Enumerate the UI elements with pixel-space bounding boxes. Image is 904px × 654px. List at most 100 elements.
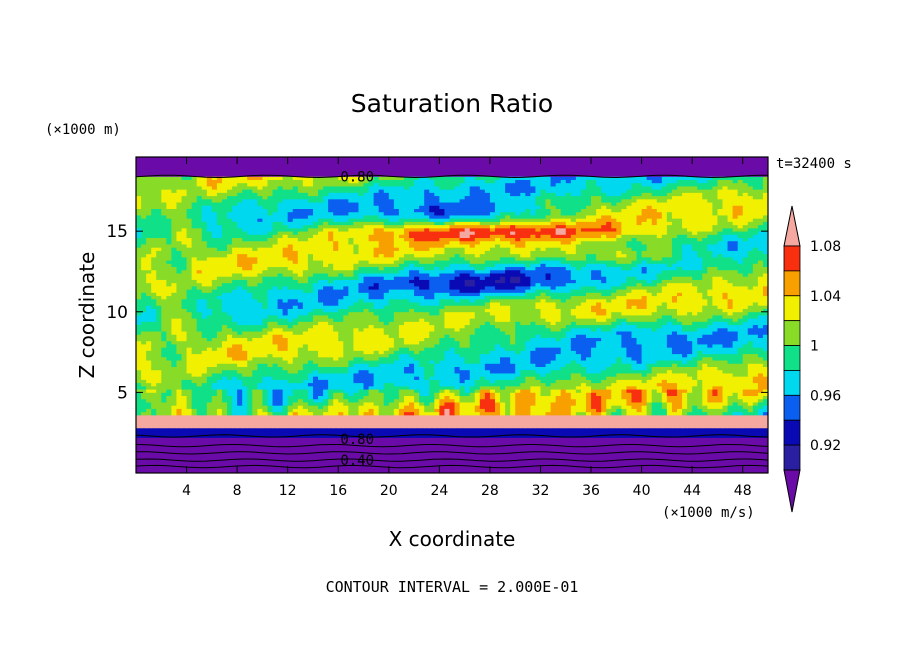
field-cell [201, 414, 208, 419]
field-cell [333, 411, 339, 416]
field-cell [398, 440, 405, 445]
field-cell [601, 389, 607, 393]
field-cell [161, 360, 167, 364]
field-cell [596, 421, 602, 426]
field-cell [333, 347, 339, 351]
field-cell [201, 389, 208, 393]
field-cell [454, 373, 460, 377]
field-cell [216, 385, 223, 390]
field-cell [282, 414, 289, 419]
field-cell [267, 421, 273, 426]
field-cell [515, 398, 521, 403]
field-cell [520, 424, 526, 429]
field-cell [424, 411, 430, 416]
field-cell [717, 369, 723, 374]
field-cell [575, 373, 582, 377]
field-cell [156, 447, 162, 451]
field-cell [570, 466, 577, 471]
field-cell [363, 369, 369, 374]
field-cell [348, 466, 354, 471]
field-cell [378, 418, 385, 422]
field-cell [247, 395, 253, 400]
field-cell [424, 385, 430, 390]
field-cell [429, 414, 435, 419]
field-cell [565, 363, 572, 367]
field-cell [221, 421, 228, 426]
field-cell [151, 373, 157, 377]
field-cell [403, 385, 410, 390]
field-cell [555, 408, 562, 413]
field-cell [449, 347, 455, 351]
field-cell [722, 460, 728, 464]
field-cell [626, 447, 632, 451]
field-cell [232, 431, 238, 435]
field-cell [434, 466, 440, 471]
field-cell [201, 347, 208, 351]
field-cell [525, 376, 531, 380]
field-cell [692, 469, 698, 473]
field-cell [727, 366, 734, 371]
field-cell [318, 382, 324, 387]
field-cell [237, 405, 243, 409]
field-cell [262, 437, 268, 442]
field-cell [631, 344, 637, 348]
field-cell [494, 402, 501, 406]
field-cell [151, 411, 157, 416]
field-cell [459, 437, 466, 442]
field-cell [540, 369, 546, 374]
field-cell [272, 408, 278, 413]
field-cell [206, 453, 213, 458]
field-cell [575, 379, 582, 384]
field-cell [302, 363, 309, 367]
field-cell [186, 382, 193, 387]
field-cell [585, 392, 592, 397]
field-cell [671, 466, 678, 471]
field-cell [575, 443, 582, 448]
field-cell [666, 453, 673, 458]
field-cell [469, 360, 476, 364]
field-cell [671, 469, 678, 473]
field-cell [449, 382, 455, 387]
field-cell [505, 379, 511, 384]
field-cell [616, 350, 622, 355]
field-cell [661, 460, 668, 464]
field-cell [237, 414, 243, 419]
field-cell [247, 431, 253, 435]
field-cell [333, 450, 339, 455]
field-cell [494, 456, 501, 461]
field-cell [479, 369, 486, 374]
field-cell [429, 456, 435, 461]
field-cell [338, 421, 344, 426]
field-cell [697, 405, 703, 409]
field-cell [621, 434, 627, 438]
field-cell [454, 347, 460, 351]
field-cell [575, 447, 582, 451]
field-cell [419, 344, 425, 348]
field-cell [505, 463, 511, 467]
field-cell [201, 453, 208, 458]
field-cell [136, 463, 142, 467]
field-cell [676, 418, 683, 422]
field-cell [565, 469, 572, 473]
field-cell [550, 356, 557, 361]
field-cell [257, 379, 263, 384]
field-cell [211, 392, 218, 397]
field-cell [606, 427, 612, 432]
field-cell [136, 389, 142, 393]
field-cell [398, 460, 405, 464]
field-cell [596, 389, 602, 393]
field-cell [535, 389, 541, 393]
field-cell [474, 405, 481, 409]
field-cell [307, 460, 314, 464]
field-cell [358, 373, 364, 377]
field-cell [348, 376, 354, 380]
field-cell [459, 366, 466, 371]
field-cell [156, 376, 162, 380]
field-cell [505, 408, 511, 413]
field-cell [146, 392, 152, 397]
field-cell [530, 363, 536, 367]
field-cell [459, 453, 466, 458]
field-cell [530, 427, 536, 432]
field-cell [626, 456, 632, 461]
field-cell [762, 347, 768, 351]
